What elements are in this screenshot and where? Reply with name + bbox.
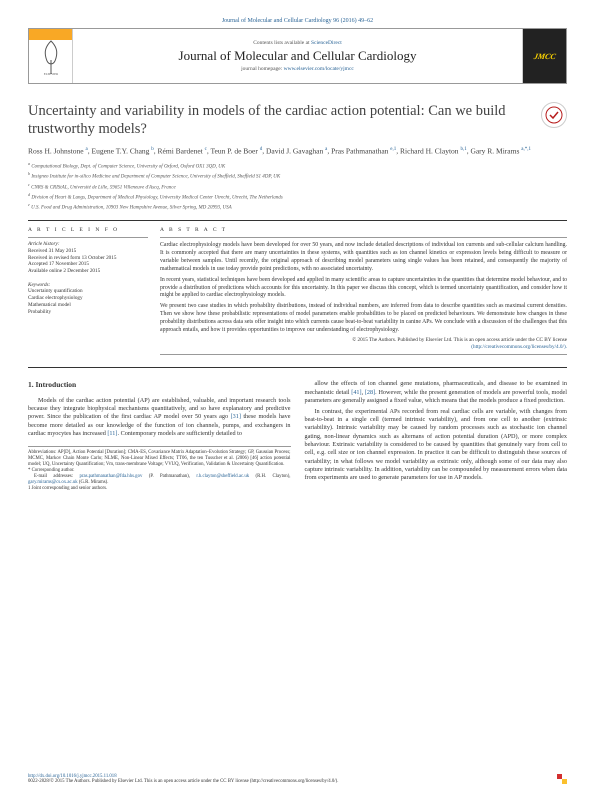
abstract: A B S T R A C T Cardiac electrophysiolog… <box>160 227 567 359</box>
elsevier-logo: ELSEVIER <box>29 29 73 83</box>
crossref-icon <box>557 774 567 784</box>
body-text: 1. Introduction Models of the cardiac ac… <box>28 380 567 492</box>
article-info: A R T I C L E I N F O Article history: R… <box>28 227 148 359</box>
crossmark-badge[interactable] <box>541 102 567 128</box>
svg-text:ELSEVIER: ELSEVIER <box>43 72 57 76</box>
journal-name: Journal of Molecular and Cellular Cardio… <box>73 48 522 64</box>
email-link[interactable]: gary.mirams@cs.ox.ac.uk <box>28 480 78 485</box>
journal-homepage-link[interactable]: www.elsevier.com/locate/yjmcc <box>284 66 354 72</box>
journal-cover-thumb: JMCC <box>522 29 566 83</box>
affiliations: a Computational Biology, Dept. of Comput… <box>28 161 567 212</box>
license-link[interactable]: (http://creativecommons.org/licenses/by/… <box>471 344 567 350</box>
contents-line: Contents lists available at ScienceDirec… <box>73 40 522 46</box>
sciencedirect-link[interactable]: ScienceDirect <box>311 40 342 46</box>
journal-homepage-line: journal homepage: www.elsevier.com/locat… <box>73 66 522 72</box>
email-line: E-mail addresses: pras.pathmanathan@fda.… <box>28 474 291 485</box>
email-link[interactable]: r.h.clayton@sheffield.ac.uk <box>196 474 249 479</box>
page-footer: http://dx.doi.org/10.1016/j.yjmcc.2015.1… <box>28 774 567 784</box>
top-journal-link[interactable]: Journal of Molecular and Cellular Cardio… <box>222 18 373 24</box>
section-heading: 1. Introduction <box>28 380 291 390</box>
email-link[interactable]: pras.pathmanathan@fda.hhs.gov <box>79 474 142 479</box>
footnotes: Abbreviations: AP[D], Action Potential [… <box>28 446 291 492</box>
journal-header: ELSEVIER Contents lists available at Sci… <box>28 28 567 84</box>
top-journal-ref: Journal of Molecular and Cellular Cardio… <box>28 18 567 24</box>
authors-list: Ross H. Johnstone a, Eugene T.Y. Chang b… <box>28 146 567 157</box>
article-title: Uncertainty and variability in models of… <box>28 102 533 138</box>
